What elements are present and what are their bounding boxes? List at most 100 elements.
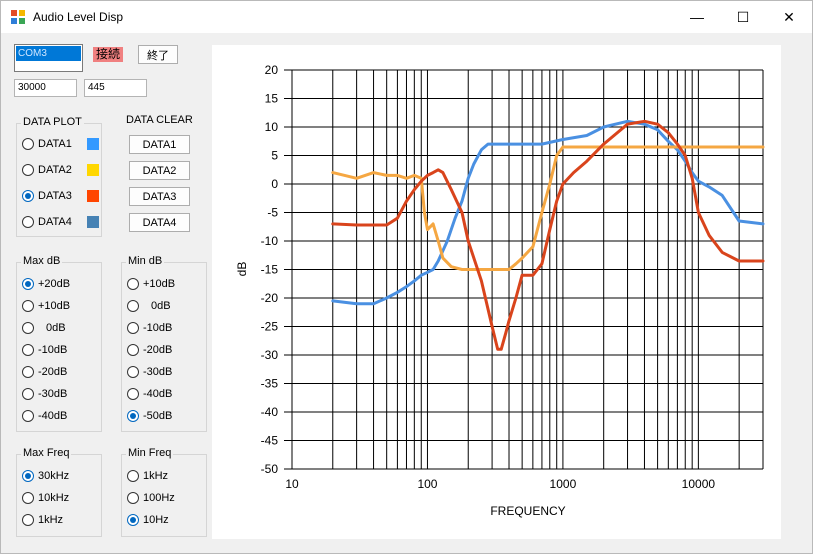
- sample-count-input[interactable]: 445: [84, 79, 147, 97]
- min-freq-group: Min Freq: [121, 447, 207, 537]
- min-freq-title: Min Freq: [126, 447, 174, 459]
- x-tick-label: 10000: [682, 477, 716, 491]
- max-freq-option-2[interactable]: 10kHz: [22, 491, 69, 505]
- exit-button[interactable]: 終了: [138, 45, 178, 64]
- y-tick-label: -10: [261, 234, 279, 248]
- port-select[interactable]: COM3: [14, 44, 83, 72]
- data-clear-title: DATA CLEAR: [126, 114, 193, 126]
- max-db-option-label: -30dB: [38, 388, 68, 400]
- min-freq-option-label: 10Hz: [143, 514, 169, 526]
- chart-axes: 20 15 10 5 0 -5 -10 -15 -20 -25 -30 -35 -40 -45 -50 10 1…: [261, 63, 716, 491]
- clear-data1-button[interactable]: DATA1: [129, 135, 190, 154]
- data-plot-label: DATA4: [38, 216, 72, 228]
- y-tick-label: 15: [265, 92, 279, 106]
- y-tick-label: -30: [261, 348, 279, 362]
- min-db-option-7[interactable]: -50dB: [127, 409, 172, 423]
- y-tick-label: -50: [261, 462, 279, 476]
- radio-indicator[interactable]: [22, 344, 34, 356]
- radio-indicator[interactable]: [22, 470, 34, 482]
- y-tick-label: 20: [265, 63, 279, 77]
- radio-indicator[interactable]: [127, 366, 139, 378]
- min-freq-option-1[interactable]: 1kHz: [127, 469, 168, 483]
- data-plot-label: DATA3: [38, 190, 72, 202]
- min-freq-option-label: 100Hz: [143, 492, 175, 504]
- max-db-option-2[interactable]: +10dB: [22, 299, 70, 313]
- data-plot-color-swatch-3: [87, 190, 99, 202]
- data-plot-group: DATA PLOT: [16, 116, 102, 237]
- sample-rate-input[interactable]: 30000: [14, 79, 77, 97]
- max-freq-option-1[interactable]: 30kHz: [22, 469, 69, 483]
- min-db-group: Min dB: [121, 255, 207, 432]
- series-line-1: [331, 119, 765, 306]
- radio-indicator[interactable]: [22, 410, 34, 422]
- min-db-option-label: -10dB: [143, 322, 173, 334]
- max-db-option-label: +20dB: [38, 278, 71, 290]
- min-db-option-6[interactable]: -40dB: [127, 387, 172, 401]
- maximize-button[interactable]: ☐: [720, 1, 766, 33]
- radio-indicator[interactable]: [22, 492, 34, 504]
- port-selected-value[interactable]: COM3: [16, 46, 81, 61]
- radio-indicator[interactable]: [22, 216, 34, 228]
- min-db-option-label: -40dB: [143, 388, 173, 400]
- data-plot-radio-1[interactable]: DATA1: [22, 137, 72, 151]
- clear-data2-button[interactable]: DATA2: [129, 161, 190, 180]
- data-plot-radio-2[interactable]: DATA2: [22, 163, 72, 177]
- y-axis-label: dB: [235, 262, 249, 277]
- min-db-option-5[interactable]: -30dB: [127, 365, 172, 379]
- radio-indicator[interactable]: [127, 388, 139, 400]
- radio-indicator[interactable]: [22, 164, 34, 176]
- max-db-option-7[interactable]: -40dB: [22, 409, 67, 423]
- minimize-icon: —: [690, 9, 704, 25]
- close-button[interactable]: ✕: [766, 1, 812, 33]
- chart-grid: [291, 69, 764, 470]
- radio-indicator[interactable]: [22, 366, 34, 378]
- series-line-2: [331, 145, 765, 271]
- window-title: Audio Level Disp: [33, 10, 124, 24]
- x-tick-label: 100: [417, 477, 437, 491]
- max-db-option-5[interactable]: -20dB: [22, 365, 67, 379]
- radio-indicator[interactable]: [127, 410, 139, 422]
- minimize-button[interactable]: —: [674, 1, 720, 33]
- min-db-option-1[interactable]: +10dB: [127, 277, 175, 291]
- max-db-option-6[interactable]: -30dB: [22, 387, 67, 401]
- min-freq-option-2[interactable]: 100Hz: [127, 491, 175, 505]
- max-db-group: Max dB: [16, 255, 102, 432]
- radio-indicator[interactable]: [22, 190, 34, 202]
- min-db-option-2[interactable]: 0dB: [127, 299, 171, 313]
- radio-indicator[interactable]: [22, 322, 34, 334]
- min-freq-option-3[interactable]: 10Hz: [127, 513, 169, 527]
- data-plot-radio-3[interactable]: DATA3: [22, 189, 72, 203]
- chart-panel: 20 15 10 5 0 -5 -10 -15 -20 -25 -30 -35 -40 -45 -50 10 1…: [212, 45, 781, 539]
- close-icon: ✕: [783, 8, 795, 25]
- radio-indicator[interactable]: [127, 470, 139, 482]
- clear-data3-button[interactable]: DATA3: [129, 187, 190, 206]
- radio-indicator[interactable]: [22, 138, 34, 150]
- radio-indicator[interactable]: [127, 322, 139, 334]
- max-db-title: Max dB: [21, 255, 63, 267]
- title-bar[interactable]: Audio Level Disp — ☐ ✕: [1, 1, 812, 33]
- clear-data4-button[interactable]: DATA4: [129, 213, 190, 232]
- connect-status-badge[interactable]: 接続: [93, 47, 124, 62]
- data-plot-radio-4[interactable]: DATA4: [22, 215, 72, 229]
- radio-indicator[interactable]: [127, 492, 139, 504]
- radio-indicator[interactable]: [22, 388, 34, 400]
- radio-indicator[interactable]: [127, 514, 139, 526]
- radio-indicator[interactable]: [127, 300, 139, 312]
- max-freq-option-3[interactable]: 1kHz: [22, 513, 63, 527]
- y-tick-label: -35: [261, 377, 279, 391]
- max-db-option-1[interactable]: +20dB: [22, 277, 70, 291]
- radio-indicator[interactable]: [22, 278, 34, 290]
- radio-indicator[interactable]: [127, 344, 139, 356]
- x-tick-label: 10: [285, 477, 299, 491]
- max-db-option-3[interactable]: 0dB: [22, 321, 66, 335]
- radio-indicator[interactable]: [22, 514, 34, 526]
- y-tick-label: -15: [261, 263, 279, 277]
- min-db-option-label: -50dB: [143, 410, 173, 422]
- min-db-option-3[interactable]: -10dB: [127, 321, 172, 335]
- min-db-option-label: -30dB: [143, 366, 173, 378]
- max-db-option-4[interactable]: -10dB: [22, 343, 67, 357]
- min-db-option-4[interactable]: -20dB: [127, 343, 172, 357]
- radio-indicator[interactable]: [127, 278, 139, 290]
- radio-indicator[interactable]: [22, 300, 34, 312]
